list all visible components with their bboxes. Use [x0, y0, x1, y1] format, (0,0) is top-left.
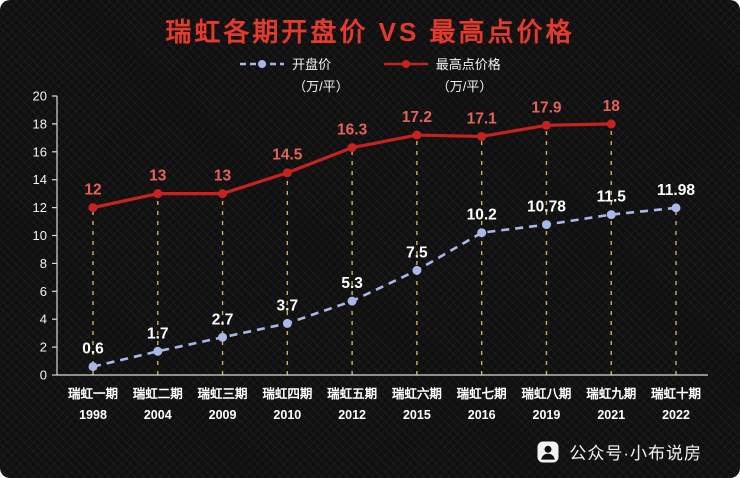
y-tick-label: 8 — [40, 256, 47, 271]
y-tick-label: 20 — [33, 89, 47, 104]
x-category-label: 瑞虹六期 — [392, 386, 442, 401]
x-year-label: 2015 — [403, 408, 431, 422]
legend-item-open-price: 开盘价 （万/平） — [239, 54, 349, 95]
x-category-label: 瑞虹九期 — [586, 386, 636, 401]
data-point — [477, 228, 487, 238]
wechat-official-account-icon — [537, 441, 559, 462]
x-year-label: 2009 — [209, 408, 237, 422]
x-year-label: 2012 — [338, 408, 366, 422]
x-category-label: 瑞虹五期 — [327, 386, 377, 401]
y-tick-label: 18 — [33, 116, 47, 131]
data-point — [218, 332, 228, 342]
legend-row: 开盘价 — [239, 54, 349, 73]
x-year-label: 2016 — [468, 408, 496, 422]
x-category-label: 瑞虹二期 — [133, 386, 183, 401]
x-category-label: 瑞虹四期 — [262, 386, 312, 401]
watermark: 公众号·小布说房 — [536, 439, 702, 464]
x-year-label: 2019 — [533, 408, 561, 422]
data-label: 12 — [84, 182, 101, 199]
x-year-label: 2004 — [144, 408, 172, 422]
data-label: 17.1 — [467, 110, 498, 127]
peak-price-line-sample-icon — [383, 59, 428, 68]
legend-marker — [401, 59, 410, 68]
x-year-label: 2021 — [597, 408, 625, 422]
data-label: 11.98 — [657, 182, 695, 199]
data-label: 0.6 — [82, 341, 104, 358]
open-price-line-sample-icon — [240, 59, 285, 68]
watermark-text: 公众号·小布说房 — [569, 444, 702, 463]
data-point — [218, 189, 228, 199]
legend-row: 最高点价格 — [383, 54, 501, 73]
y-tick-label: 2 — [40, 340, 47, 355]
data-point — [347, 143, 357, 153]
y-tick-label: 10 — [33, 228, 47, 243]
y-tick-label: 0 — [40, 368, 47, 383]
x-category-label: 瑞虹七期 — [457, 386, 507, 401]
data-point — [282, 318, 292, 328]
data-label: 7.5 — [406, 244, 428, 261]
chart-title: 瑞虹各期开盘价 VS 最高点价格 — [165, 17, 575, 47]
y-tick-label: 14 — [33, 172, 47, 187]
data-point — [606, 119, 616, 129]
data-point — [347, 296, 357, 306]
data-label: 18 — [603, 98, 621, 115]
data-point — [606, 210, 616, 220]
data-label: 10.78 — [527, 199, 566, 216]
data-label: 2.7 — [212, 311, 234, 328]
data-point — [88, 362, 98, 372]
data-point — [412, 265, 422, 275]
data-point — [282, 168, 292, 178]
legend-unit-peak-price: （万/平） — [436, 79, 493, 94]
legend-unit-open-price: （万/平） — [293, 79, 349, 94]
data-point — [88, 203, 98, 213]
y-tick-label: 12 — [33, 200, 47, 215]
data-point — [671, 203, 681, 213]
data-label: 13 — [214, 168, 232, 185]
legend: 开盘价 （万/平） 最高点价格 （万/平） — [0, 54, 740, 95]
data-label: 10.2 — [467, 207, 497, 224]
legend-label-open-price: 开盘价 — [292, 57, 332, 72]
x-category-label: 瑞虹十期 — [651, 386, 701, 401]
data-label: 5.3 — [341, 275, 363, 292]
data-point — [153, 346, 163, 356]
legend-label-peak-price: 最高点价格 — [435, 57, 501, 72]
x-category-label: 瑞虹一期 — [68, 386, 118, 401]
data-label: 1.7 — [147, 325, 169, 342]
legend-item-peak-price: 最高点价格 （万/平） — [383, 54, 501, 95]
data-label: 17.9 — [531, 99, 562, 116]
x-year-label: 2010 — [273, 408, 301, 422]
data-label: 13 — [149, 168, 167, 185]
data-point — [477, 131, 487, 141]
series-line-open-price — [92, 206, 677, 368]
data-point — [412, 130, 422, 140]
data-label: 11.5 — [597, 189, 627, 206]
x-category-label: 瑞虹三期 — [198, 386, 248, 401]
data-label: 14.5 — [272, 147, 303, 164]
x-year-label: 1998 — [79, 408, 107, 422]
data-point — [153, 189, 163, 199]
y-tick-label: 4 — [40, 312, 47, 327]
y-tick-label: 16 — [33, 144, 47, 159]
x-year-label: 2022 — [662, 408, 690, 422]
y-tick-label: 6 — [40, 284, 47, 299]
legend-marker — [258, 59, 267, 68]
data-label: 3.7 — [277, 297, 299, 314]
x-category-label: 瑞虹八期 — [521, 386, 571, 401]
data-label: 16.3 — [337, 122, 368, 139]
data-label: 17.2 — [402, 109, 432, 126]
data-point — [541, 220, 551, 230]
data-point — [541, 120, 551, 130]
